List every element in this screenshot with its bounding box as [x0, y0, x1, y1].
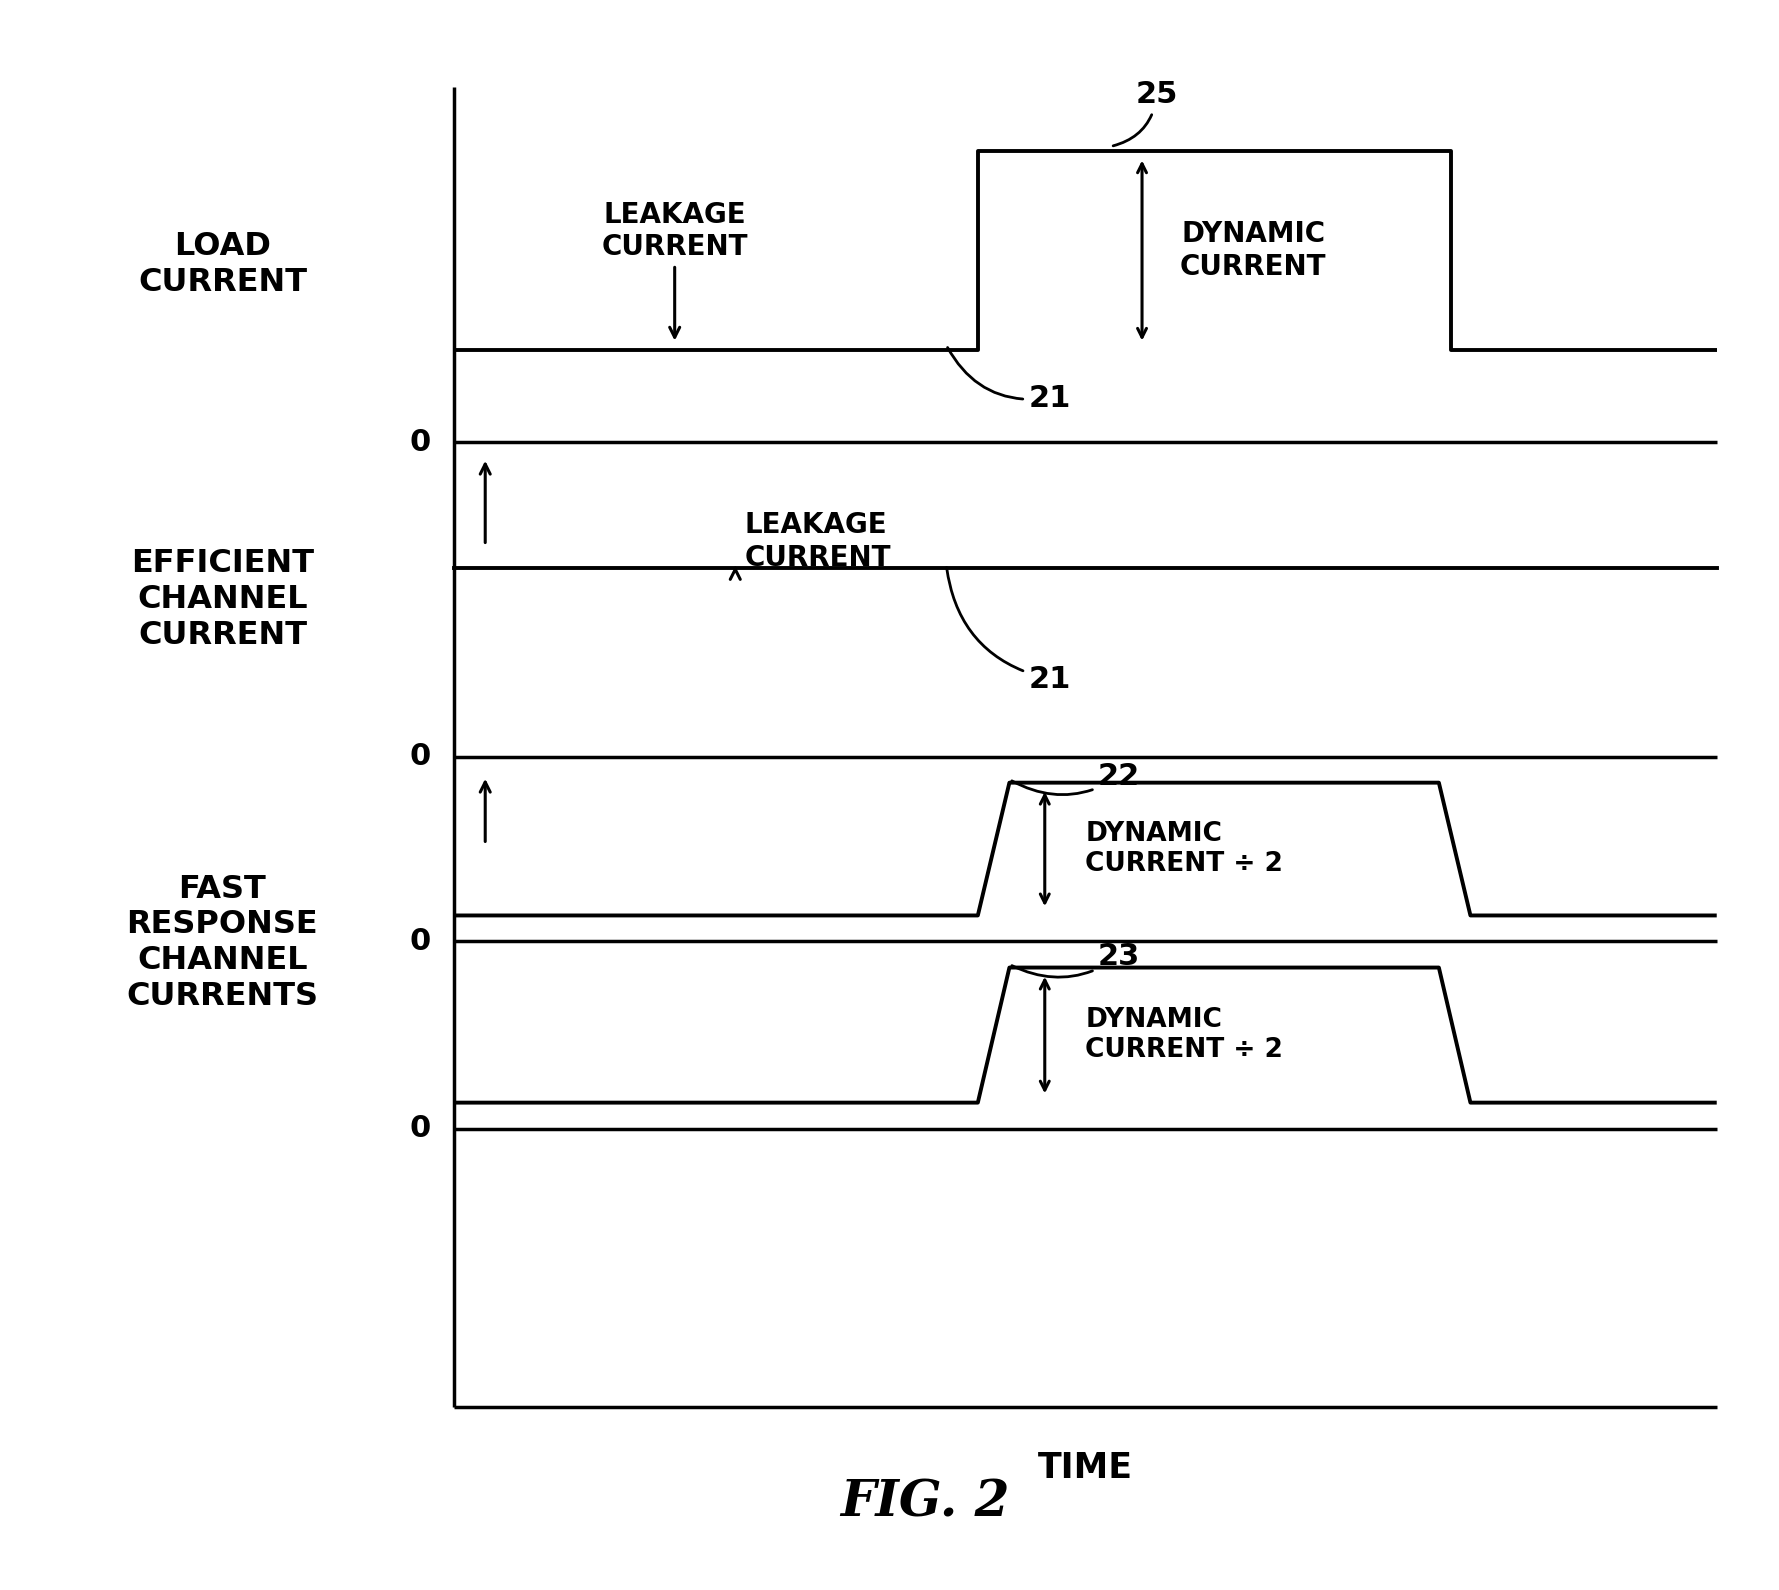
Text: 22: 22 — [1012, 763, 1140, 795]
Text: DYNAMIC
CURRENT: DYNAMIC CURRENT — [1179, 221, 1327, 281]
Text: EFFICIENT
CHANNEL
CURRENT: EFFICIENT CHANNEL CURRENT — [132, 549, 313, 650]
Text: LEAKAGE
CURRENT: LEAKAGE CURRENT — [601, 200, 747, 261]
Text: 21: 21 — [948, 348, 1071, 412]
Text: 21: 21 — [946, 568, 1071, 693]
Text: DYNAMIC
CURRENT ÷ 2: DYNAMIC CURRENT ÷ 2 — [1085, 1006, 1283, 1064]
Text: 0: 0 — [409, 927, 431, 956]
Text: 23: 23 — [1012, 943, 1140, 978]
Text: LOAD
CURRENT: LOAD CURRENT — [139, 231, 306, 299]
Text: LEAKAGE
CURRENT: LEAKAGE CURRENT — [744, 512, 891, 572]
Text: 0: 0 — [409, 428, 431, 456]
Text: FIG. 2: FIG. 2 — [840, 1479, 1010, 1526]
Text: DYNAMIC
CURRENT ÷ 2: DYNAMIC CURRENT ÷ 2 — [1085, 820, 1283, 878]
Text: TIME: TIME — [1037, 1450, 1133, 1485]
Text: FAST
RESPONSE
CHANNEL
CURRENTS: FAST RESPONSE CHANNEL CURRENTS — [126, 873, 318, 1013]
Text: 0: 0 — [409, 743, 431, 771]
Text: 25: 25 — [1114, 81, 1178, 146]
Text: 0: 0 — [409, 1115, 431, 1143]
